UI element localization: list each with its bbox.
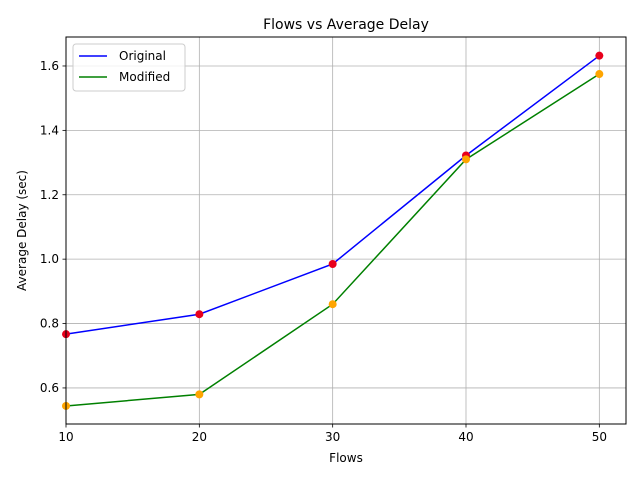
x-tick-label: 20	[192, 430, 207, 444]
ticks: 10 20 30 40 50 0.6 0.8 1.0 1.2 1.4 1.6	[40, 59, 607, 444]
data-point-original	[195, 310, 204, 319]
x-tick-label: 40	[458, 430, 473, 444]
y-tick-label: 0.6	[40, 381, 59, 395]
y-tick-label: 1.4	[40, 123, 59, 137]
y-axis-label: Average Delay (sec)	[15, 170, 29, 291]
data-point-original	[328, 259, 337, 268]
plot-frame	[65, 36, 627, 425]
y-tick-label: 1.0	[40, 252, 59, 266]
data-point-modified	[328, 300, 337, 309]
legend: Original Modified	[72, 43, 186, 92]
data-point-modified	[462, 155, 470, 164]
data-point-modified	[195, 390, 204, 399]
y-tick-label: 0.8	[40, 317, 59, 331]
grid	[65, 37, 626, 424]
data-point-original	[595, 51, 604, 60]
x-tick-label: 10	[58, 430, 73, 444]
legend-label-original: Original	[119, 49, 166, 63]
x-tick-label: 50	[592, 430, 607, 444]
y-tick-label: 1.2	[40, 188, 59, 202]
y-tick-label: 1.6	[40, 59, 59, 73]
x-tick-label: 30	[325, 430, 340, 444]
chart-title: Flows vs Average Delay	[263, 17, 429, 33]
x-axis-label: Flows	[329, 451, 363, 465]
legend-label-modified: Modified	[119, 70, 170, 84]
data-point-modified	[595, 70, 604, 79]
